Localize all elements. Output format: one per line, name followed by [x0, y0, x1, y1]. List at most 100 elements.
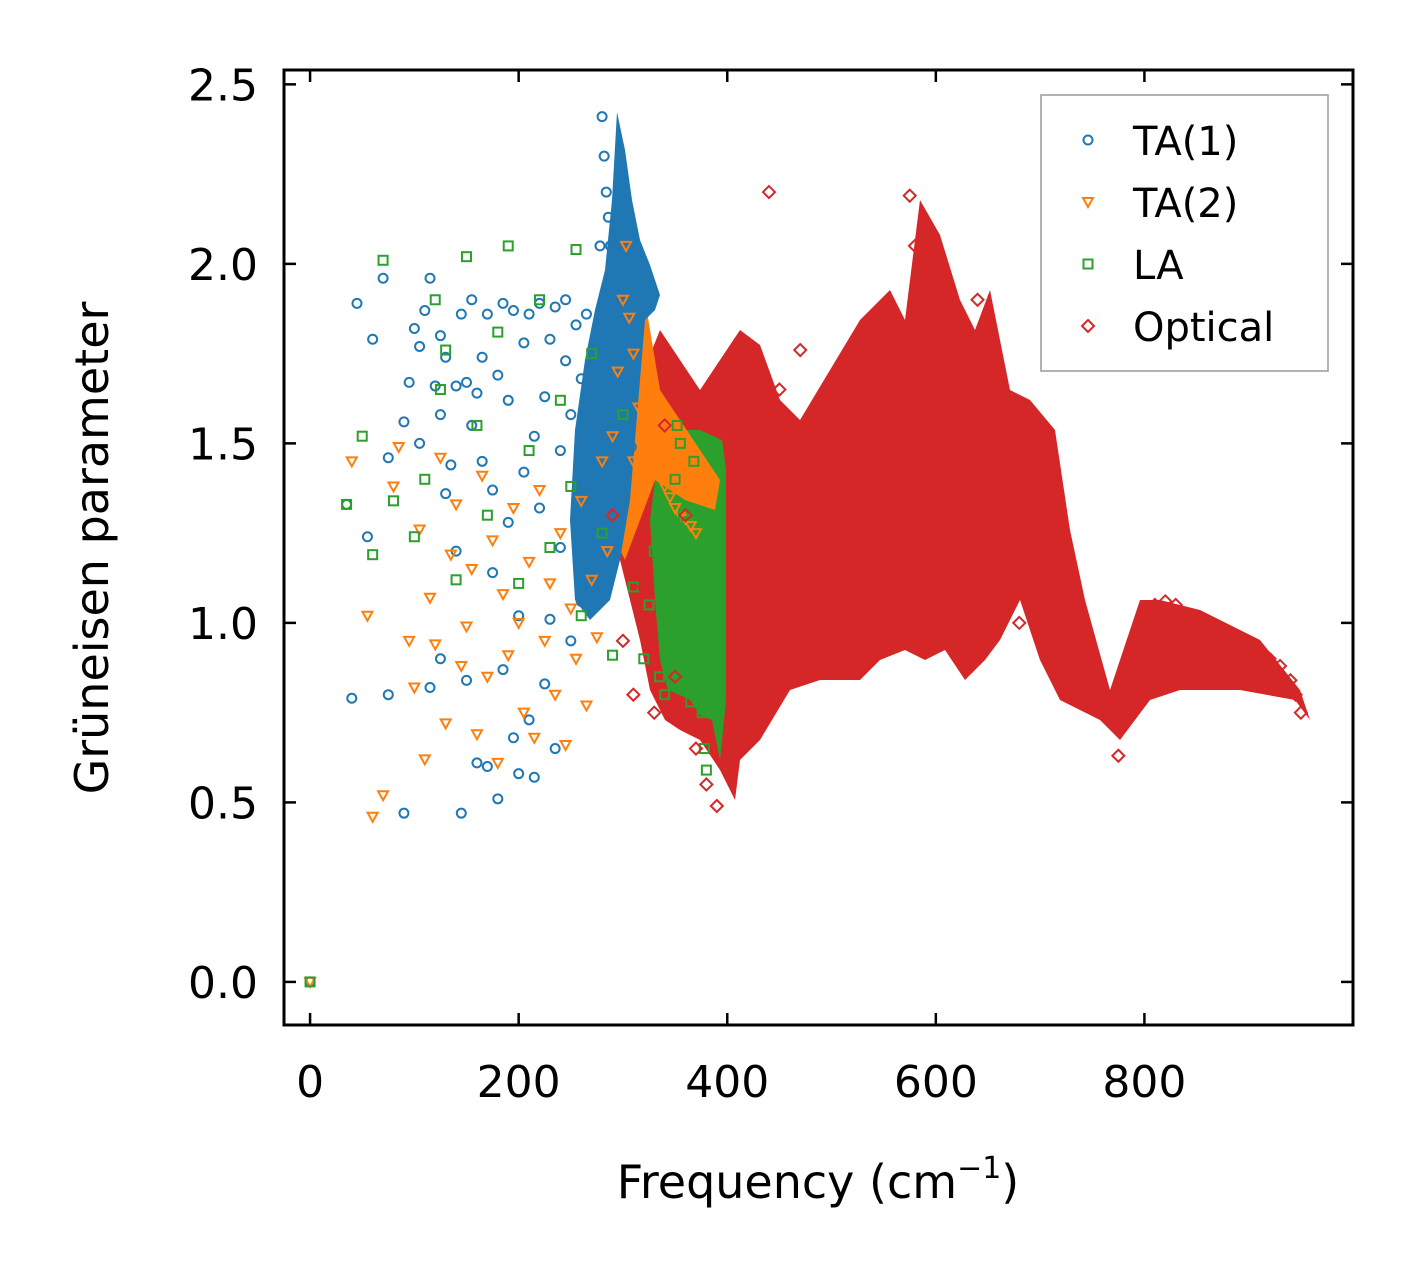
x-tick-label: 800 — [1102, 1057, 1186, 1108]
data-point — [481, 308, 493, 320]
data-point — [1105, 708, 1121, 724]
data-point — [646, 705, 662, 721]
data-point — [685, 696, 697, 708]
legend: TA(1) TA(2) LA Optical — [1040, 94, 1329, 372]
data-point — [990, 507, 1006, 523]
data-point — [1001, 418, 1017, 433]
data-point — [538, 635, 552, 648]
x-axis: 0 200 400 600 800 — [296, 70, 1186, 1108]
data-point — [617, 409, 629, 421]
data-point — [1032, 418, 1048, 433]
data-point — [611, 366, 625, 379]
data-point — [539, 678, 551, 690]
y-tick-label: 0.5 — [188, 778, 258, 829]
data-point — [980, 364, 996, 379]
data-point — [647, 456, 661, 469]
data-point — [570, 520, 582, 532]
data-point — [497, 297, 509, 309]
data-point — [450, 380, 462, 392]
data-point — [1283, 672, 1298, 688]
data-point — [1220, 633, 1236, 649]
data-point — [522, 556, 536, 569]
data-point — [1262, 651, 1277, 667]
data-point — [689, 528, 703, 541]
x-tick-label: 0 — [296, 1057, 324, 1108]
data-point — [690, 545, 702, 557]
data-point — [575, 595, 587, 607]
data-point — [698, 743, 710, 755]
data-point — [539, 391, 551, 403]
data-point — [564, 603, 578, 616]
y-axis-label: Grüneisen parameter — [65, 301, 119, 794]
data-point — [803, 507, 819, 523]
legend-marker — [1080, 318, 1096, 334]
legend-markers — [1080, 134, 1096, 334]
data-point — [625, 687, 641, 703]
data-point — [619, 401, 631, 413]
x-tick-label: 200 — [477, 1057, 561, 1108]
data-point — [544, 542, 556, 553]
data-point — [565, 480, 577, 492]
data-point — [586, 358, 598, 370]
data-point — [549, 301, 561, 313]
data-point — [1011, 615, 1027, 631]
data-point — [554, 445, 566, 457]
data-point — [365, 811, 380, 824]
data-point — [700, 764, 712, 776]
data-point — [376, 790, 390, 803]
x-axis-label-suffix: ) — [1001, 1155, 1019, 1209]
data-point — [558, 739, 573, 753]
data-point — [445, 459, 457, 471]
data-point — [600, 186, 612, 198]
data-point — [609, 301, 621, 313]
data-point — [1074, 687, 1090, 703]
data-point — [1084, 698, 1100, 713]
data-point — [813, 418, 829, 433]
data-point — [532, 485, 547, 498]
series-optical — [605, 184, 1309, 814]
series-la — [304, 240, 714, 988]
data-point — [782, 471, 798, 487]
legend-marker — [1082, 258, 1094, 270]
data-point — [600, 546, 615, 559]
data-point — [1022, 435, 1038, 451]
data-point — [351, 297, 363, 309]
data-point — [560, 294, 572, 306]
data-point — [502, 516, 514, 528]
x-axis-label-main: Frequency (cm — [617, 1155, 957, 1209]
data-point — [876, 346, 892, 362]
data-point — [382, 452, 394, 464]
data-point — [424, 272, 436, 284]
data-point — [667, 669, 683, 685]
data-point — [553, 528, 568, 541]
data-point — [615, 633, 631, 649]
data-point — [476, 455, 488, 467]
data-point — [652, 467, 667, 480]
data-point — [528, 771, 540, 783]
data-point — [584, 574, 599, 587]
data-point — [480, 671, 495, 684]
data-point — [502, 394, 514, 406]
data-point — [751, 435, 766, 451]
x-tick-label: 400 — [685, 1057, 769, 1108]
data-point — [586, 348, 598, 360]
y-tick-label: 0.0 — [188, 958, 258, 1009]
data-point — [492, 369, 504, 381]
data-point — [1095, 705, 1111, 721]
data-point — [682, 653, 694, 665]
data-point — [408, 531, 420, 543]
data-point — [377, 254, 389, 266]
data-point — [403, 376, 415, 388]
data-point — [574, 495, 588, 508]
data-point — [688, 455, 700, 467]
data-point — [824, 615, 839, 631]
data-point — [423, 592, 437, 605]
data-point — [730, 579, 746, 595]
data-point — [565, 409, 577, 421]
data-point — [461, 251, 473, 263]
data-point — [402, 635, 416, 648]
optical-density-band — [615, 200, 1310, 800]
data-point — [643, 599, 655, 611]
data-point — [604, 240, 616, 252]
series-ta-2 — [303, 240, 703, 989]
